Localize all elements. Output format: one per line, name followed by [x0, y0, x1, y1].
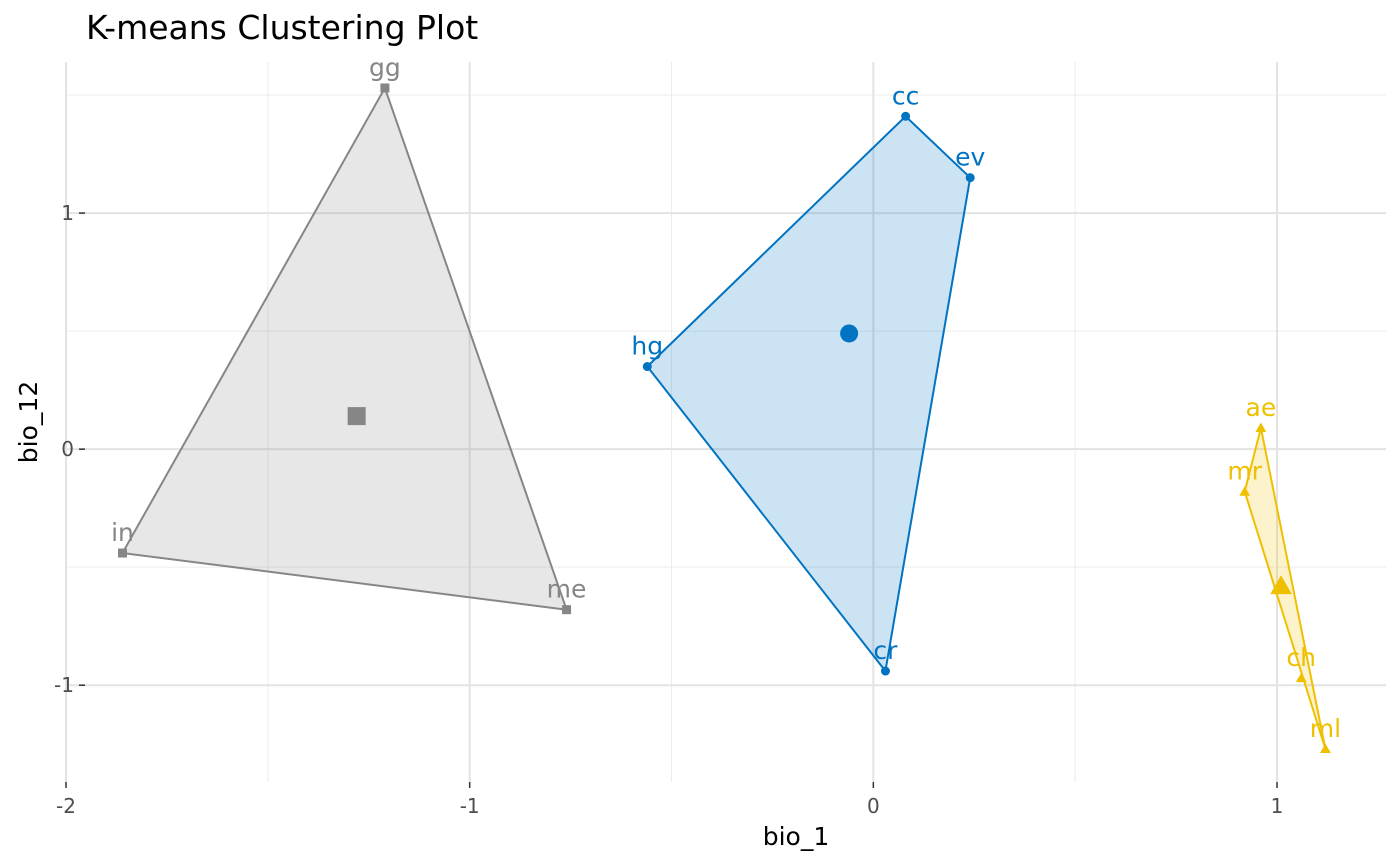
cluster-1-hull — [121, 87, 568, 611]
point-label-me: me — [547, 575, 587, 604]
cluster-3-centroid — [1270, 575, 1292, 595]
cluster-2-point-cr — [880, 666, 890, 676]
cluster-1-point-in — [118, 548, 128, 558]
point-label-ml: ml — [1310, 714, 1341, 743]
point-label-ae: ae — [1246, 393, 1277, 422]
point-label-hg: hg — [631, 332, 663, 361]
cluster-1-point-gg — [380, 83, 390, 93]
point-label-in: in — [111, 518, 134, 547]
cluster-2-point-hg — [642, 362, 652, 372]
x-tick-label: -2 — [56, 794, 76, 818]
point-label-ev: ev — [955, 143, 985, 172]
cluster-3-point-ae — [1255, 422, 1267, 432]
cluster-3-point-ml — [1320, 743, 1331, 754]
point-label-mr: mr — [1227, 457, 1262, 486]
axes: -2 -1 0 1 -1 0 1 bio_1 bio_12 — [14, 201, 1283, 851]
chart-title: K-means Clustering Plot — [86, 8, 479, 47]
cluster-1-centroid — [347, 407, 366, 426]
x-tick-label: -1 — [460, 794, 480, 818]
point-label-gg: gg — [369, 53, 401, 82]
cluster-2-centroid — [840, 324, 859, 343]
cluster-3-point-ch — [1295, 672, 1307, 683]
point-labels: gg in me cc ev hg cr ae mr ch ml — [111, 53, 1341, 743]
x-tick-label: 0 — [867, 794, 880, 818]
cluster-2-point-cc — [901, 111, 911, 121]
y-axis-title: bio_12 — [14, 381, 43, 463]
cluster-1-point-me — [562, 605, 572, 615]
cluster-2-hull — [646, 115, 972, 672]
x-axis-title: bio_1 — [763, 822, 830, 851]
cluster-hulls — [121, 87, 1327, 750]
point-label-cc: cc — [892, 81, 920, 110]
cluster-2-point-ev — [965, 173, 975, 183]
point-label-cr: cr — [873, 636, 898, 665]
grid — [65, 62, 1386, 782]
x-tick-label: 1 — [1271, 794, 1284, 818]
y-tick-label: 1 — [61, 201, 74, 225]
y-tick-label: 0 — [61, 437, 74, 461]
point-label-ch: ch — [1286, 643, 1316, 672]
cluster-3-point-mr — [1239, 486, 1251, 496]
y-tick-label: -1 — [54, 673, 74, 697]
data-points — [118, 83, 1331, 754]
